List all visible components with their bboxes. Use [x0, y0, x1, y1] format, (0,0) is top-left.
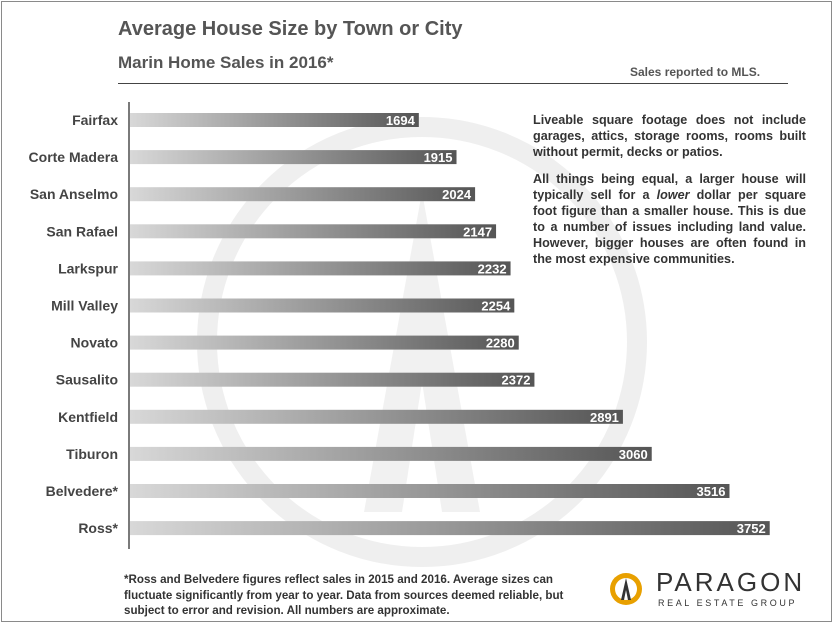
data-label: 2232: [478, 261, 507, 276]
bar: [130, 335, 519, 350]
data-label: 2147: [463, 224, 492, 239]
paragon-logo-icon: [610, 573, 642, 605]
category-label: Mill Valley: [51, 298, 118, 314]
category-label: Novato: [71, 335, 118, 351]
logo-tagline: REAL ESTATE GROUP: [658, 598, 798, 608]
data-label: 1915: [424, 150, 453, 165]
note-text-before: All things being equal, a larger house w…: [533, 172, 806, 202]
category-label: Kentfield: [58, 409, 118, 425]
chart-subtitle: Marin Home Sales in 2016*: [118, 53, 334, 72]
data-label: 3752: [737, 521, 766, 536]
category-label: Ross*: [78, 520, 118, 536]
bar: [130, 187, 476, 202]
bar: [130, 298, 515, 313]
data-label: 2024: [442, 187, 472, 202]
footnote: *Ross and Belvedere figures reflect sale…: [124, 573, 564, 617]
category-label: Fairfax: [72, 112, 118, 128]
bar: [130, 261, 511, 276]
data-label: 3060: [619, 447, 648, 462]
note-text-after: dollar per square foot figure than a sma…: [533, 188, 806, 266]
header-divider: [118, 83, 788, 84]
bar: [130, 446, 652, 461]
category-label: Tiburon: [66, 446, 118, 462]
data-label: 2372: [502, 373, 531, 388]
category-label: Belvedere*: [46, 483, 119, 499]
chart-title: Average House Size by Town or City: [118, 18, 463, 40]
note-paragraph-1: Liveable square footage does not include…: [533, 113, 806, 159]
category-label: San Rafael: [46, 223, 118, 239]
source-note: Sales reported to MLS.: [630, 65, 761, 79]
category-label: Corte Madera: [29, 149, 119, 165]
data-label: 2254: [481, 299, 511, 314]
bar: [130, 521, 770, 536]
bar: [130, 113, 419, 127]
bar: [130, 224, 497, 239]
category-label: San Anselmo: [30, 186, 118, 202]
bar: [130, 372, 535, 387]
bar: [130, 484, 730, 498]
data-label: 2891: [590, 410, 619, 425]
note-emphasis: lower: [656, 188, 690, 202]
data-label: 2280: [486, 336, 515, 351]
explanatory-note: Liveable square footage does not include…: [533, 112, 806, 278]
data-label: 1694: [386, 113, 416, 128]
bar: [130, 150, 457, 165]
category-label: Larkspur: [58, 260, 118, 276]
note-paragraph-2: All things being equal, a larger house w…: [533, 171, 806, 267]
logo-wordmark: PARAGON: [656, 567, 806, 597]
category-label: Sausalito: [56, 372, 118, 388]
data-label: 3516: [697, 484, 726, 499]
bar: [130, 409, 623, 424]
